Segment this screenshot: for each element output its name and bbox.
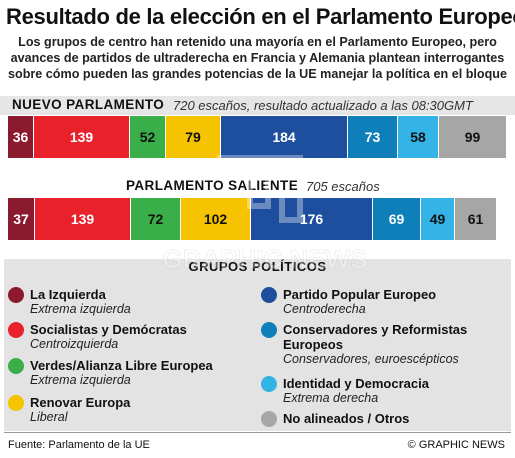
chart-title: Resultado de la elección en el Parlament… [6, 4, 515, 29]
subtitle-line: avances de partidos de ultraderecha en F… [10, 51, 505, 65]
legend-swatch [261, 287, 277, 303]
legend-swatch [8, 358, 24, 374]
bar-segment-partido-popular-europeo: 176 [250, 198, 372, 240]
legend-name: No alineados / Otros [283, 411, 410, 426]
legend-sub: Extrema izquierda [30, 302, 131, 316]
legend-name-line: Conservadores y Reformistas [283, 322, 468, 337]
subtitle-line: sobre cómo pueden las grandes potencias … [8, 67, 507, 81]
legend-sub: Centroderecha [283, 302, 366, 316]
bar-segment-verdes-alianza-libre-europea: 52 [129, 116, 165, 158]
bar-segment-socialistas-y-dem-cratas: 139 [33, 116, 129, 158]
legend-sub: Conservadores, euroescépticos [283, 352, 459, 366]
legend: GRUPOS POLÍTICOS La Izquierda Extrema iz… [4, 259, 511, 431]
bar-segment-verdes-alianza-libre-europea: 72 [130, 198, 180, 240]
legend-title: GRUPOS POLÍTICOS [188, 259, 327, 274]
legend-swatch [261, 322, 277, 338]
legend-name: Verdes/Alianza Libre Europea [30, 358, 213, 373]
legend-swatch [261, 376, 277, 392]
legend-name: Partido Popular Europeo [283, 287, 437, 302]
legend-name: La Izquierda [30, 287, 106, 302]
legend-swatch [8, 322, 24, 338]
legend-swatch [8, 287, 24, 303]
outgoing-parliament-bar: 37 139 72 102 176 69 49 61 [8, 198, 496, 240]
new-parliament-label: NUEVO PARLAMENTO [12, 97, 165, 112]
bar-segment-renovar-europa: 102 [180, 198, 250, 240]
legend-sub: Extrema derecha [283, 391, 379, 405]
bar-segment-identidad-y-democracia: 49 [420, 198, 454, 240]
bar-segment-identidad-y-democracia: 58 [397, 116, 438, 158]
subtitle-line: Los grupos de centro han retenido una ma… [18, 35, 497, 49]
source-note: Fuente: Parlamento de la UE [8, 439, 150, 451]
new-parliament-bar: 36 139 52 79 184 73 58 99 [8, 116, 506, 158]
legend-sub: Liberal [30, 410, 68, 424]
outgoing-parliament-label: PARLAMENTO SALIENTE [126, 178, 299, 193]
bar-segment-conservadores-y-reformistas-europeos: 73 [347, 116, 397, 158]
bar-segment-no-alineados-otros: 61 [454, 198, 496, 240]
bar-segment-no-alineados-otros: 99 [438, 116, 506, 158]
legend-name: Identidad y Democracia [283, 376, 429, 391]
bar-segment-conservadores-y-reformistas-europeos: 69 [372, 198, 420, 240]
footer: Fuente: Parlamento de la UE © GRAPHIC NE… [4, 432, 511, 458]
legend-name: Socialistas y Demócratas [30, 322, 187, 337]
new-parliament-note: 720 escaños, resultado actualizado a las… [173, 98, 473, 113]
legend-sub: Extrema izquierda [30, 373, 131, 387]
bar-segment-renovar-europa: 79 [165, 116, 220, 158]
legend-swatch [261, 411, 277, 427]
legend-name-line: Europeos [283, 337, 343, 352]
legend-name: Renovar Europa [30, 395, 131, 410]
legend-name: Conservadores y Reformistas Europeos [283, 322, 467, 352]
bar-segment-la-izquierda: 36 [8, 116, 33, 158]
legend-sub: Centroizquierda [30, 337, 119, 351]
bar-segment-socialistas-y-dem-cratas: 139 [34, 198, 130, 240]
new-parliament-header: NUEVO PARLAMENTO 720 escaños, resultado … [0, 96, 515, 115]
legend-swatch [8, 395, 24, 411]
outgoing-parliament-note: 705 escaños [306, 179, 380, 194]
outgoing-parliament-header: PARLAMENTO SALIENTE 705 escaños [0, 177, 515, 196]
bar-segment-partido-popular-europeo: 184 [220, 116, 347, 158]
bar-segment-la-izquierda: 37 [8, 198, 34, 240]
chart-subtitle: Los grupos de centro han retenido una ma… [0, 34, 515, 82]
credit: © GRAPHIC NEWS [407, 439, 505, 451]
